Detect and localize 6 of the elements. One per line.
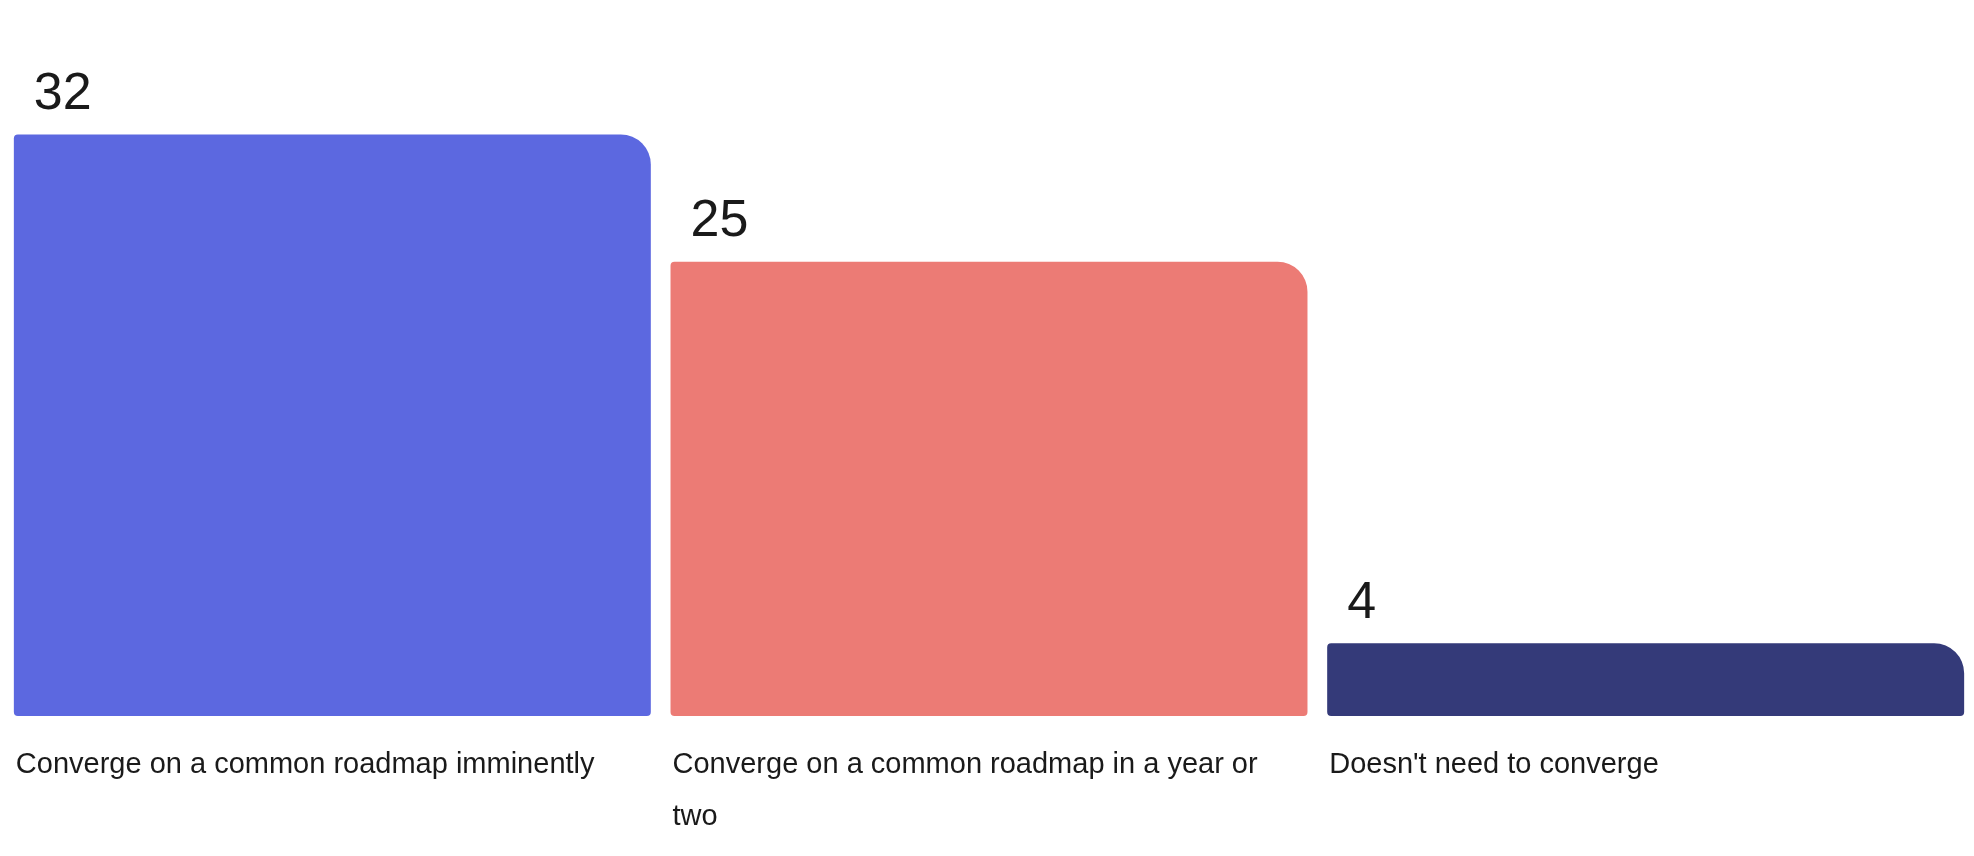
x-tick-label: Converge on a common roadmap in a year or two bbox=[672, 746, 1258, 831]
data-label: 4 bbox=[1347, 570, 1377, 629]
data-label: 25 bbox=[690, 189, 749, 248]
x-tick-label: Converge on a common roadmap imminently bbox=[15, 746, 595, 779]
x-tick-label: Doesn't need to converge bbox=[1329, 746, 1659, 779]
data-label: 32 bbox=[33, 61, 92, 120]
